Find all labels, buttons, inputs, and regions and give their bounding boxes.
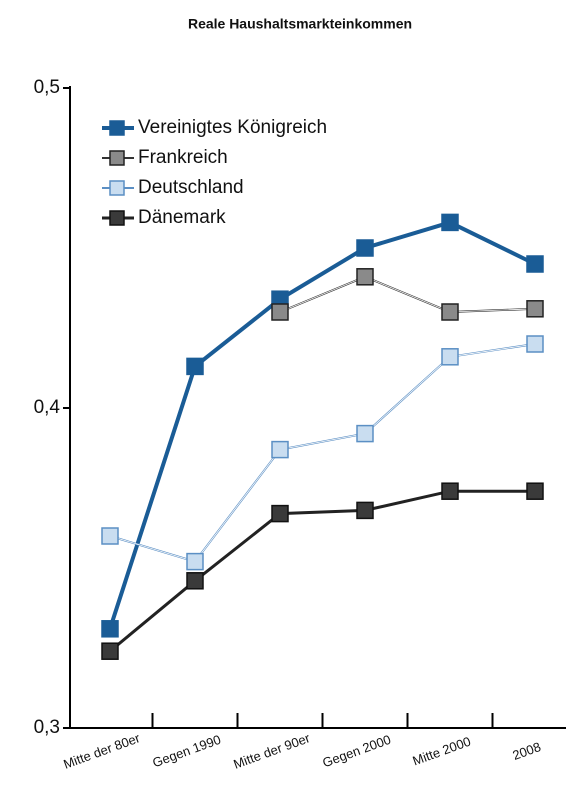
y-tick-label: 0,4 xyxy=(34,397,61,418)
x-tick-label: 2008 xyxy=(510,739,542,763)
legend-marker xyxy=(109,210,125,226)
series-line-inner xyxy=(279,276,536,313)
x-tick-label: Mitte 2000 xyxy=(411,734,473,769)
marker xyxy=(271,504,289,523)
legend-label: Vereinigtes Königreich xyxy=(138,117,327,138)
marker xyxy=(526,482,544,500)
marker xyxy=(356,501,374,520)
y-tick-label: 0,3 xyxy=(34,717,60,738)
x-tick-label: Mitte der 90er xyxy=(231,730,312,772)
y-tick-label: 0,5 xyxy=(34,77,60,98)
legend-marker xyxy=(109,150,125,166)
marker xyxy=(441,303,459,321)
series-line xyxy=(108,220,536,630)
legend-label: Frankreich xyxy=(138,147,228,168)
marker xyxy=(101,642,119,660)
marker xyxy=(526,335,544,353)
marker xyxy=(101,527,119,545)
legend-marker xyxy=(109,180,125,196)
marker xyxy=(186,357,204,376)
x-tick-label: Gegen 2000 xyxy=(320,732,392,771)
x-tick-label: Gegen 1990 xyxy=(150,732,222,771)
marker xyxy=(441,348,459,366)
marker xyxy=(356,239,374,257)
x-tick-label: Mitte der 80er xyxy=(61,730,142,772)
series-line xyxy=(109,489,535,653)
legend-label: Dänemark xyxy=(138,207,226,228)
chart-title: Reale Haushaltsmarkteinkommen xyxy=(188,16,412,32)
marker xyxy=(441,482,459,500)
marker xyxy=(101,620,119,638)
legend-marker xyxy=(109,120,125,136)
series-line-inner xyxy=(109,343,536,563)
legend-label: Deutschland xyxy=(138,177,244,198)
marker xyxy=(271,303,289,321)
marker xyxy=(356,268,374,286)
marker xyxy=(356,424,374,443)
marker xyxy=(186,572,204,590)
marker xyxy=(441,213,459,232)
marker xyxy=(526,300,544,318)
marker xyxy=(526,255,544,273)
series-line xyxy=(109,343,536,563)
marker xyxy=(271,440,289,459)
marker xyxy=(186,552,204,571)
